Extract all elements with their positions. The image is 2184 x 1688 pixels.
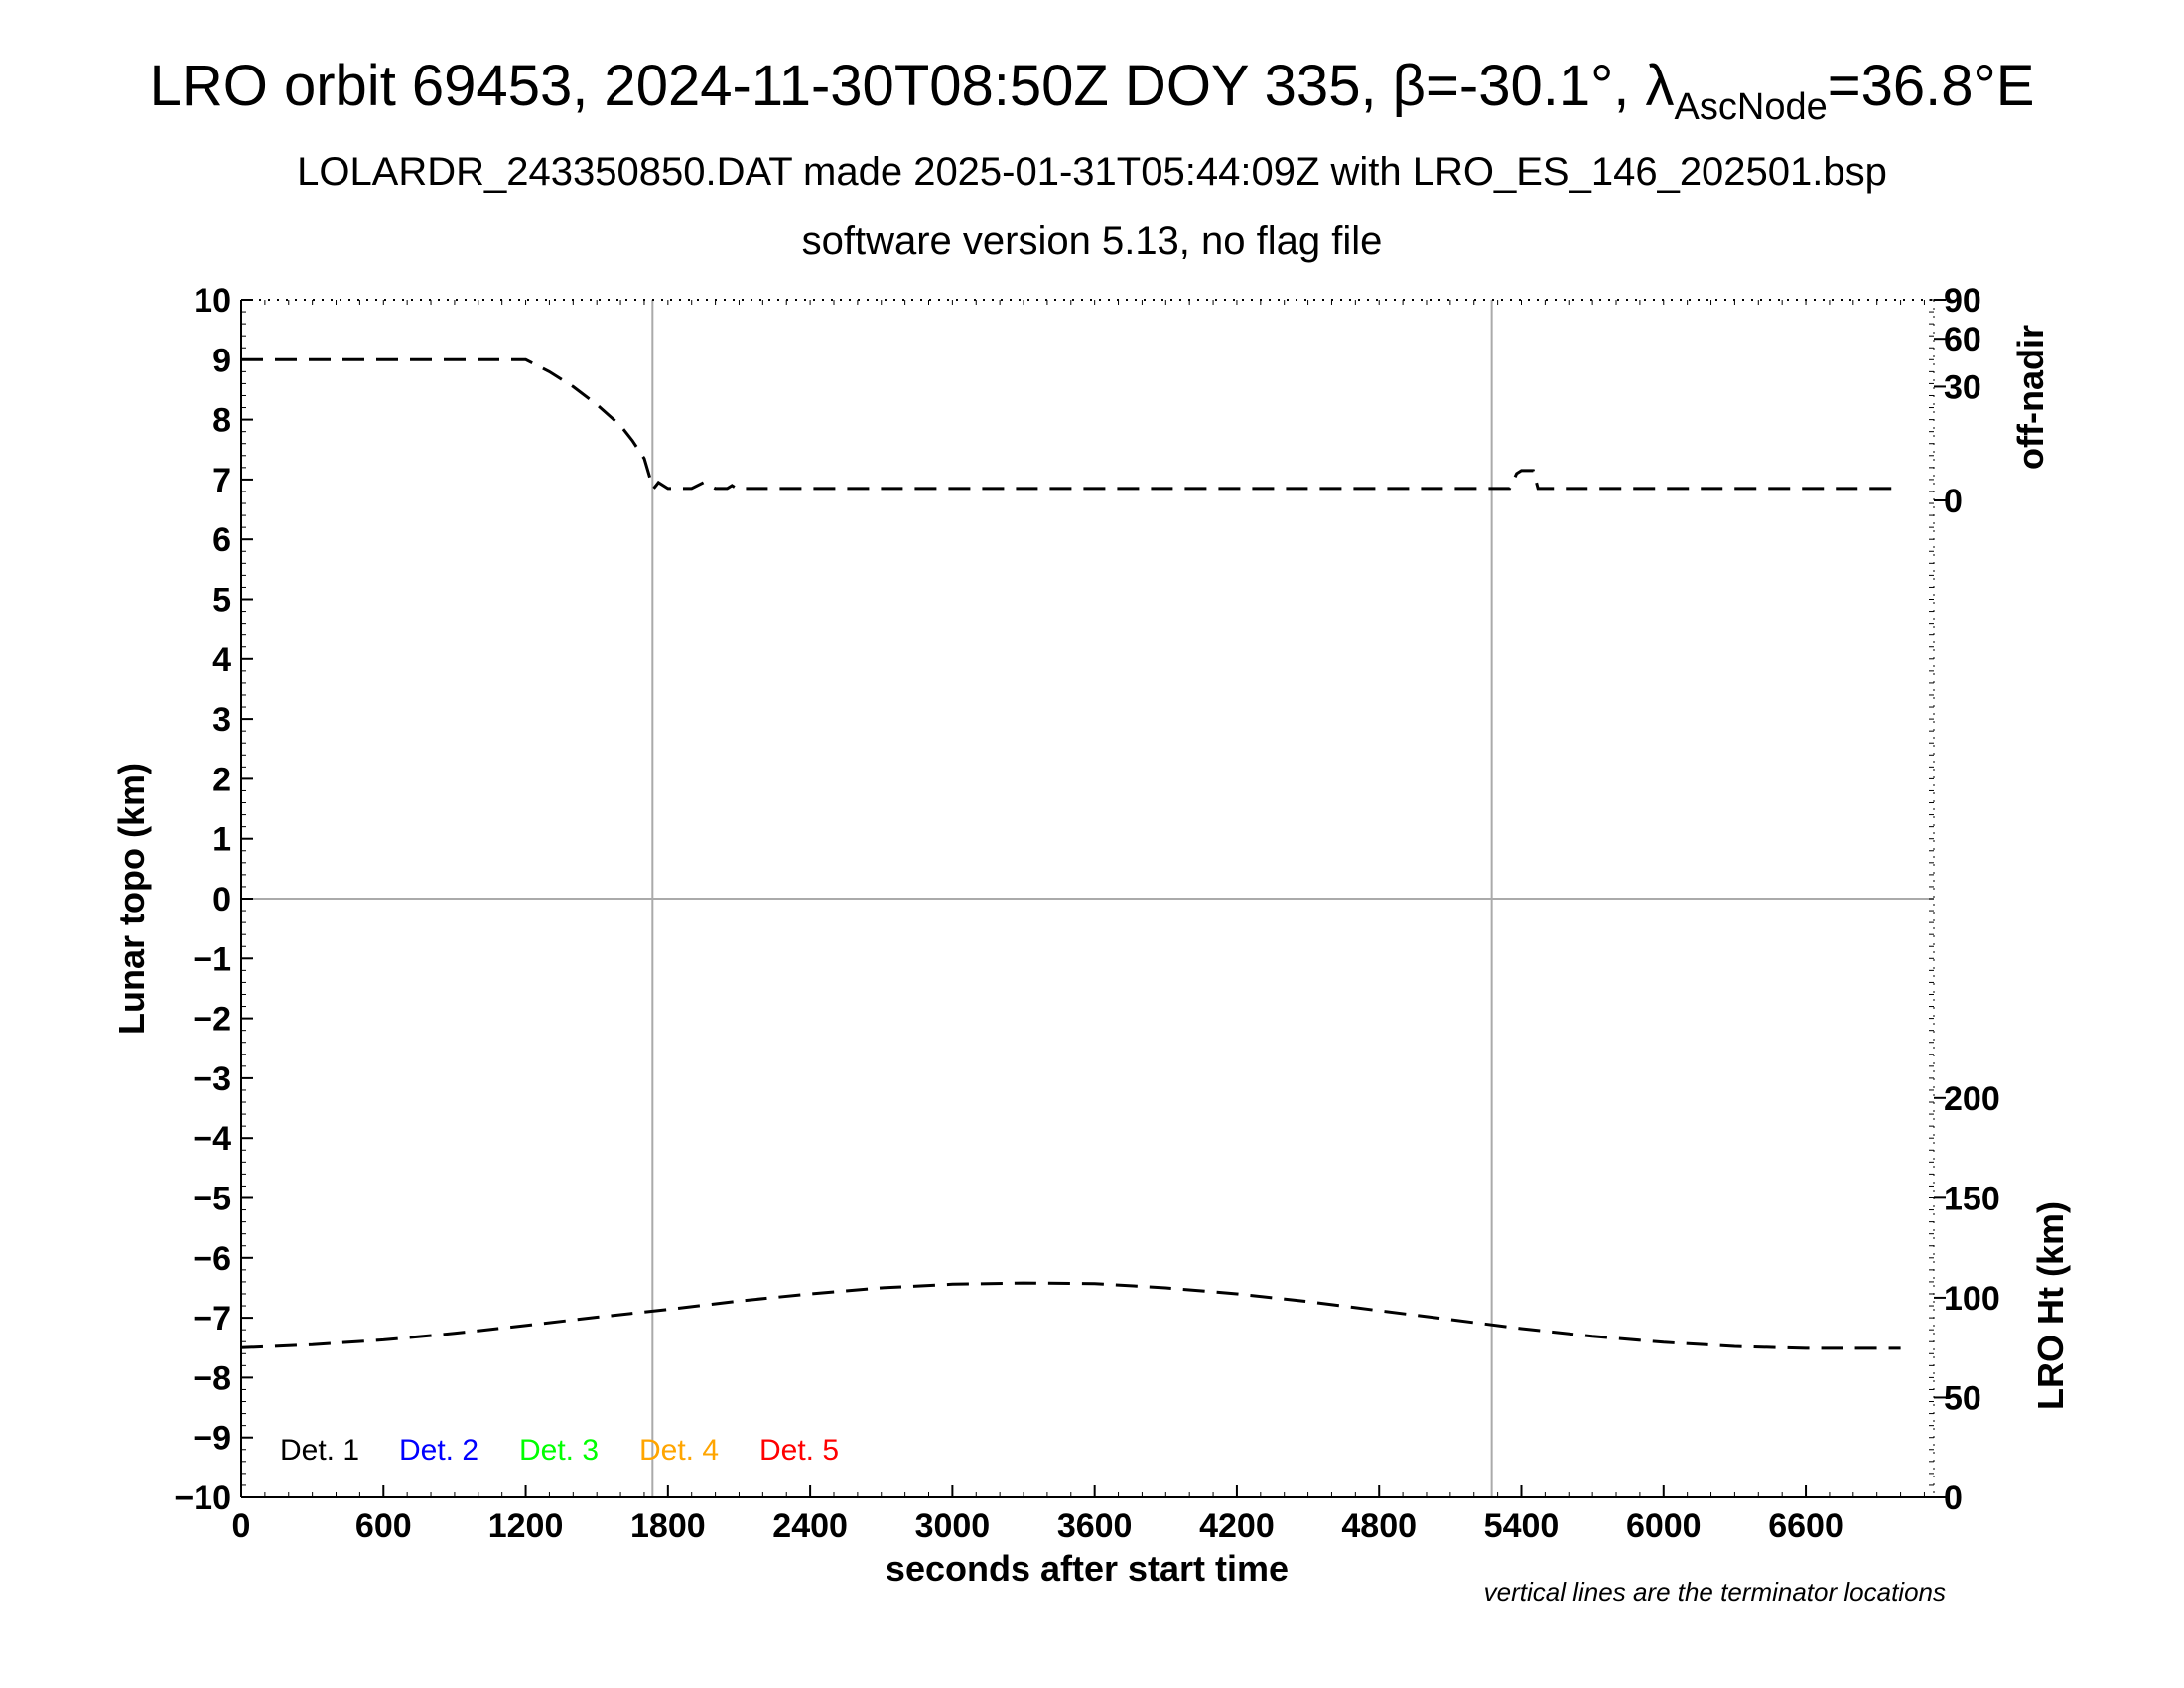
y-tick-label-left: 1 bbox=[212, 821, 231, 859]
y-tick-label-left: −5 bbox=[193, 1181, 231, 1218]
legend-item-det-4: Det. 4 bbox=[639, 1434, 719, 1467]
x-tick-label: 0 bbox=[232, 1507, 251, 1545]
y-axis-title-left: Lunar topo (km) bbox=[111, 763, 152, 1035]
legend: Det. 1 Det. 2 Det. 3 Det. 4 Det. 5 bbox=[280, 1434, 839, 1467]
legend-item-det-5: Det. 5 bbox=[759, 1434, 839, 1467]
off-nadir-tick-label: 0 bbox=[1944, 483, 1963, 520]
y-tick-label-left: −9 bbox=[193, 1420, 231, 1458]
y-tick-label-left: −1 bbox=[193, 940, 231, 978]
y-tick-label-left: 2 bbox=[212, 761, 231, 798]
x-tick-label: 3600 bbox=[1057, 1507, 1133, 1545]
x-tick-label: 1800 bbox=[630, 1507, 706, 1545]
x-tick-label: 600 bbox=[355, 1507, 412, 1545]
series-line-2 bbox=[240, 1281, 1901, 1350]
x-tick-label: 6000 bbox=[1626, 1507, 1702, 1545]
chart-title: LRO orbit 69453, 2024-11-30T08:50Z DOY 3… bbox=[0, 52, 2184, 142]
y-tick-label-left: −3 bbox=[193, 1060, 231, 1098]
chart-subtitle-2: software version 5.13, no flag file bbox=[801, 219, 1383, 263]
lro-ht-tick-label: 150 bbox=[1944, 1180, 2000, 1217]
y-tick-label-left: −4 bbox=[193, 1120, 231, 1158]
x-tick-label: 4200 bbox=[1199, 1507, 1275, 1545]
y-tick-label-left: 4 bbox=[212, 641, 231, 679]
off-nadir-tick-label: 30 bbox=[1944, 368, 1981, 406]
x-tick-label: 3000 bbox=[915, 1507, 991, 1545]
off-nadir-tick-label: 90 bbox=[1944, 282, 1981, 320]
y-tick-label-left: 6 bbox=[212, 521, 231, 559]
y-axis-title-lro-ht: LRO Ht (km) bbox=[2030, 1201, 2071, 1410]
lro-ht-tick-label: 50 bbox=[1944, 1379, 1981, 1417]
title-main: LRO orbit 69453, 2024-11-30T08:50Z DOY 3… bbox=[149, 54, 1675, 118]
y-axis-title-off-nadir: off-nadir bbox=[2010, 325, 2051, 470]
legend-item-det-2: Det. 2 bbox=[399, 1434, 478, 1467]
y-tick-label-left: −7 bbox=[193, 1300, 231, 1337]
y-tick-label-left: 0 bbox=[212, 881, 231, 918]
off-nadir-tick-label: 60 bbox=[1944, 321, 1981, 358]
x-tick-label: 6600 bbox=[1768, 1507, 1843, 1545]
x-axis-title: seconds after start time bbox=[886, 1548, 1289, 1589]
x-tick-label: 4800 bbox=[1341, 1507, 1417, 1545]
title-subscript: AscNode bbox=[1674, 86, 1828, 128]
x-tick-label: 2400 bbox=[772, 1507, 848, 1545]
series-line-1 bbox=[241, 357, 1901, 492]
legend-item-det-3: Det. 3 bbox=[519, 1434, 599, 1467]
y-tick-label-left: 10 bbox=[194, 282, 231, 320]
x-tick-label: 5400 bbox=[1484, 1507, 1560, 1545]
lro-ht-tick-label: 0 bbox=[1944, 1479, 1963, 1517]
title-tail: =36.8°E bbox=[1827, 54, 2035, 118]
y-tick-label-left: 8 bbox=[212, 402, 231, 440]
series-layer bbox=[240, 357, 1901, 1350]
y-tick-label-left: −2 bbox=[193, 1001, 231, 1039]
y-tick-label-left: −6 bbox=[193, 1240, 231, 1278]
x-tick-label: 1200 bbox=[488, 1507, 564, 1545]
chart-subtitle: LOLARDR_243350850.DAT made 2025-01-31T05… bbox=[297, 150, 1887, 194]
lro-ht-tick-label: 100 bbox=[1944, 1280, 2000, 1318]
grid-layer bbox=[241, 300, 1934, 1497]
lro-ht-tick-label: 200 bbox=[1944, 1080, 2000, 1118]
y-tick-label-left: 7 bbox=[212, 462, 231, 499]
terminator-footnote: vertical lines are the terminator locati… bbox=[1483, 1577, 1946, 1607]
y-tick-label-left: 3 bbox=[212, 701, 231, 739]
y-tick-label-left: −8 bbox=[193, 1359, 231, 1397]
legend-item-det-1: Det. 1 bbox=[280, 1434, 359, 1467]
y-tick-label-left: 9 bbox=[212, 342, 231, 379]
y-tick-label-left: −10 bbox=[174, 1479, 231, 1517]
y-tick-label-left: 5 bbox=[212, 582, 231, 620]
